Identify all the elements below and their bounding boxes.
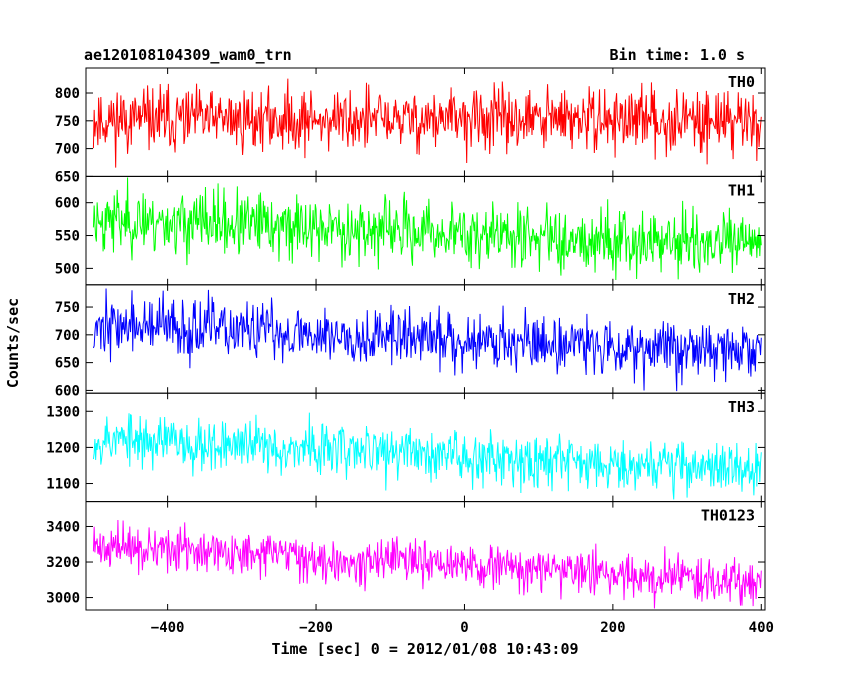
y-tick-label: 500	[55, 261, 80, 277]
y-tick-label: 1300	[46, 404, 80, 420]
panels-group: 650 700 750 800 TH0 500 550 600 TH1 600 650 700 750 T…	[46, 67, 766, 611]
y-tick-label: 650	[55, 169, 80, 185]
panel-label: TH0	[728, 73, 755, 91]
series-line-th1	[92, 177, 762, 280]
panel-th0123: 3000 3200 3400 TH0123	[46, 501, 766, 611]
panel-label: TH1	[728, 181, 755, 199]
y-tick-label: 600	[55, 383, 80, 399]
y-tick-label: 800	[55, 86, 80, 102]
y-tick-label: 600	[55, 196, 80, 212]
series-line-th0123	[92, 520, 762, 609]
y-tick-label: 700	[55, 328, 80, 344]
y-tick-label: 1100	[46, 477, 80, 493]
x-tick-label: −400	[151, 620, 185, 636]
panel-frame	[85, 501, 766, 611]
y-tick-label: 700	[55, 142, 80, 158]
x-axis: −400 −200 0 200 400	[151, 620, 774, 636]
panel-th3: 1100 1200 1300 TH3	[46, 392, 766, 503]
x-tick-label: 400	[749, 620, 774, 636]
panel-th1: 500 550 600 TH1	[55, 175, 766, 286]
x-axis-label: Time [sec] 0 = 2012/01/08 10:43:09	[271, 640, 578, 658]
bin-time-label: Bin time: 1.0 s	[610, 46, 745, 64]
panel-label: TH2	[728, 290, 755, 308]
series-line-th3	[92, 412, 762, 500]
panel-label: TH0123	[701, 507, 755, 525]
y-tick-label: 750	[55, 300, 80, 316]
panel-th2: 600 650 700 750 TH2	[55, 284, 766, 399]
y-tick-label: 3200	[46, 555, 80, 571]
x-tick-label: 200	[600, 620, 625, 636]
y-tick-label: 3000	[46, 591, 80, 607]
y-tick-label: 550	[55, 229, 80, 245]
series-line-th0	[92, 78, 762, 168]
series-line-th2	[92, 288, 762, 392]
y-tick-label: 1200	[46, 440, 80, 456]
plot-title: ae120108104309_wam0_trn	[84, 46, 292, 64]
y-tick-label: 750	[55, 114, 80, 130]
y-axis-label: Counts/sec	[4, 298, 22, 388]
panel-label: TH3	[728, 398, 755, 416]
x-tick-label: −200	[299, 620, 333, 636]
x-tick-label: 0	[460, 620, 468, 636]
y-tick-label: 650	[55, 356, 80, 372]
y-tick-label: 3400	[46, 519, 80, 535]
panel-th0: 650 700 750 800 TH0	[55, 67, 766, 185]
